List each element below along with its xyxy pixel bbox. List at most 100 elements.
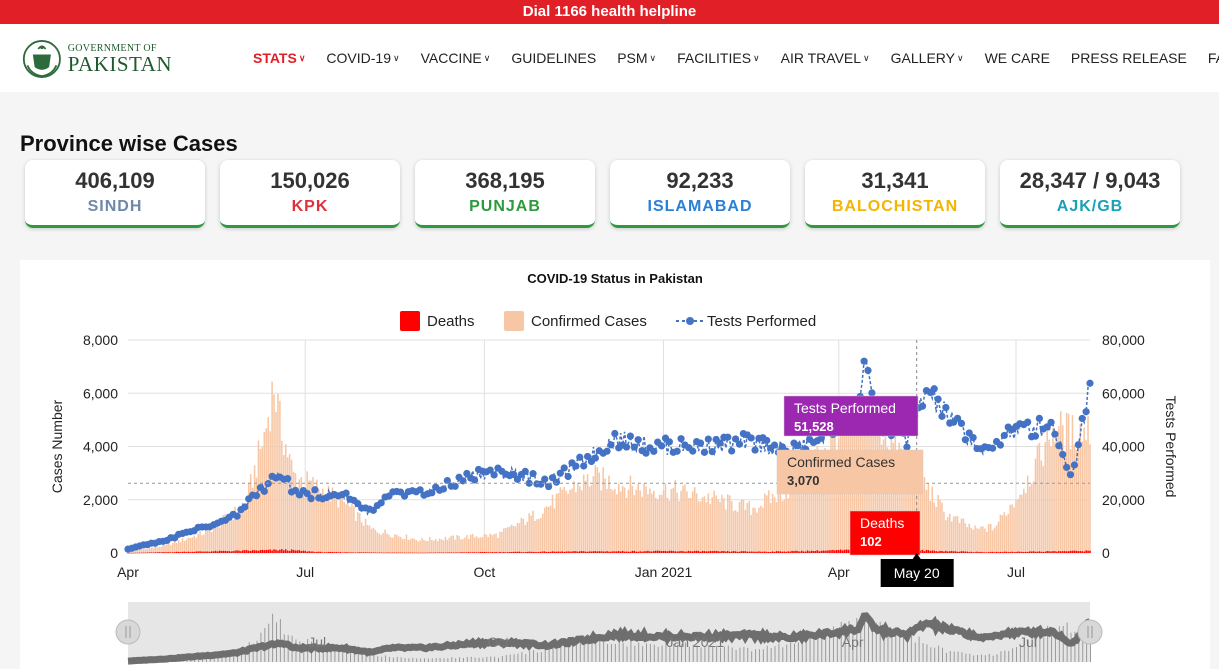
- deaths-bar: [947, 551, 949, 553]
- confirmed-cases-bar: [469, 534, 472, 553]
- confirmed-cases-bar: [1030, 483, 1033, 553]
- province-card-punjab[interactable]: 368,195 PUNJAB: [415, 160, 595, 228]
- tests-performed-point: [490, 471, 498, 479]
- province-card-balochistan[interactable]: 31,341 BALOCHISTAN: [805, 160, 985, 228]
- navigator-bar: [361, 653, 363, 662]
- deaths-bar: [758, 551, 760, 553]
- confirmed-cases-bar: [230, 515, 232, 553]
- confirmed-cases-bar: [218, 527, 221, 553]
- government-logo[interactable]: GOVERNMENT OF PAKISTAN: [22, 34, 172, 84]
- navigator-bar: [801, 635, 803, 662]
- confirmed-cases-bar: [917, 462, 920, 553]
- nav-item-facilities[interactable]: FACILITIES ∨: [677, 50, 760, 66]
- legend-label-tests-performed: Tests Performed: [707, 313, 816, 330]
- deaths-bar: [1017, 551, 1019, 553]
- nav-item-gallery[interactable]: GALLERY ∨: [891, 50, 964, 66]
- nav-item-faq[interactable]: FAQ: [1208, 50, 1219, 66]
- tests-performed-point: [486, 466, 494, 474]
- confirmed-cases-bar: [678, 501, 680, 553]
- confirmed-cases-bar: [401, 538, 404, 553]
- deaths-bar: [497, 552, 499, 553]
- navigator-bar: [899, 630, 901, 662]
- confirmed-cases-bar: [1013, 507, 1015, 553]
- tests-performed-point: [930, 385, 938, 393]
- navigator-bar: [494, 656, 496, 662]
- navigator-bar: [501, 656, 503, 662]
- navigator-tick-label: Jan 2021: [667, 634, 725, 650]
- nav-item-psm[interactable]: PSM ∨: [617, 50, 656, 66]
- confirmed-cases-bar: [407, 539, 410, 553]
- navigator-bar: [984, 655, 986, 662]
- deaths-bar: [643, 551, 645, 553]
- nav-item-covid-19[interactable]: COVID-19 ∨: [326, 50, 399, 66]
- confirmed-cases-bar: [563, 486, 565, 553]
- deaths-bar: [695, 550, 698, 553]
- deaths-bar: [345, 552, 347, 553]
- confirmed-cases-bar: [1056, 437, 1058, 553]
- nav-item-guidelines[interactable]: GUIDELINES: [511, 50, 596, 66]
- deaths-bar: [364, 552, 367, 553]
- deaths-bar: [390, 552, 392, 554]
- y2-tick-label: 60,000: [1102, 385, 1145, 401]
- confirmed-cases-bar: [1015, 499, 1017, 553]
- deaths-bar: [244, 550, 246, 553]
- province-card-sindh[interactable]: 406,109 SINDH: [25, 160, 205, 228]
- confirmed-cases-bar: [972, 529, 974, 553]
- deaths-bar: [701, 550, 704, 553]
- deaths-bar: [148, 552, 151, 553]
- nav-item-vaccine[interactable]: VACCINE ∨: [421, 50, 491, 66]
- deaths-bar: [438, 552, 441, 554]
- confirmed-cases-bar: [767, 490, 770, 553]
- confirmed-cases-bar: [987, 523, 990, 553]
- deaths-bar: [686, 551, 688, 553]
- deaths-bar: [175, 551, 178, 553]
- tests-performed-point: [630, 443, 638, 451]
- covid-status-chart[interactable]: COVID-19 Status in Pakistan Deaths Confirm…: [20, 260, 1210, 669]
- confirmed-cases-bar: [594, 465, 597, 553]
- nav-item-air-travel[interactable]: AIR TRAVEL ∨: [781, 50, 870, 66]
- confirmed-cases-bar: [522, 518, 525, 553]
- deaths-bar: [693, 550, 696, 553]
- confirmed-cases-bar: [512, 525, 515, 553]
- deaths-bar: [251, 550, 254, 553]
- confirmed-cases-bar: [699, 501, 702, 553]
- confirmed-cases-bar: [253, 465, 256, 553]
- confirmed-cases-bar: [561, 489, 564, 553]
- deaths-bar: [927, 550, 930, 553]
- navigator-bar: [560, 643, 562, 662]
- navigator-bar: [365, 652, 367, 662]
- province-card-islamabad[interactable]: 92,233 ISLAMABAD: [610, 160, 790, 228]
- confirmed-cases-bar: [411, 538, 414, 553]
- x-tick-label: Jan 2021: [635, 564, 693, 580]
- province-card-kpk[interactable]: 150,026 KPK: [220, 160, 400, 228]
- confirmed-cases-bar: [234, 506, 236, 553]
- navigator-right-handle[interactable]: [1077, 619, 1103, 645]
- deaths-bar: [793, 551, 795, 553]
- deaths-bar: [298, 550, 301, 553]
- confirmed-cases-bar: [156, 547, 158, 553]
- confirmed-cases-bar: [606, 488, 608, 553]
- nav-item-stats[interactable]: STATS ∨: [253, 50, 305, 66]
- confirmed-cases-bar: [366, 524, 369, 553]
- confirmed-cases-bar: [960, 518, 963, 553]
- deaths-bar: [1060, 551, 1062, 553]
- confirmed-cases-bar: [923, 477, 926, 553]
- deaths-bar: [296, 550, 299, 553]
- tests-performed-point: [509, 470, 518, 479]
- nav-item-press-release[interactable]: PRESS RELEASE: [1071, 50, 1187, 66]
- navigator-left-handle[interactable]: [115, 619, 141, 645]
- deaths-bar: [958, 551, 961, 553]
- helpline-banner[interactable]: Dial 1166 health helpline: [0, 0, 1219, 24]
- deaths-bar: [660, 551, 663, 553]
- province-card-ajk-gb[interactable]: 28,347 / 9,043 AJK/GB: [1000, 160, 1180, 228]
- deaths-bar: [131, 552, 133, 554]
- deaths-bar: [594, 551, 597, 553]
- deaths-bar: [764, 551, 766, 553]
- confirmed-cases-bar: [1044, 442, 1046, 553]
- deaths-bar: [678, 551, 680, 553]
- deaths-bar: [140, 552, 143, 554]
- navigator-bar: [303, 643, 305, 662]
- deaths-bar: [372, 552, 375, 553]
- confirmed-cases-bar: [540, 517, 542, 553]
- nav-item-we-care[interactable]: WE CARE: [985, 50, 1050, 66]
